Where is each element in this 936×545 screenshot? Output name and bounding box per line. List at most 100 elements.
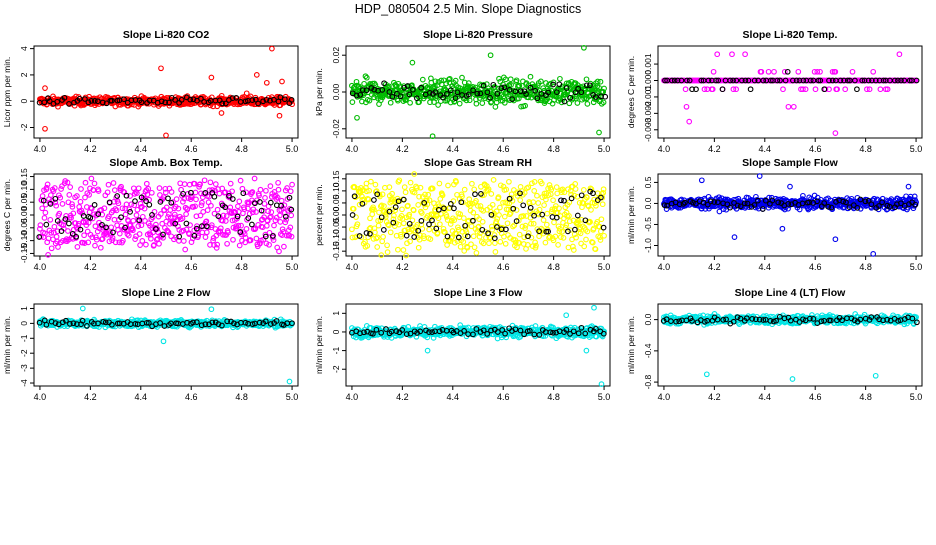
colored-point xyxy=(582,188,587,193)
colored-point xyxy=(766,70,771,75)
colored-point xyxy=(40,206,45,211)
outlier-point xyxy=(164,133,169,138)
colored-point xyxy=(224,214,229,219)
outlier-point xyxy=(730,52,735,57)
colored-point xyxy=(79,187,84,192)
x-tick-label: 4.8 xyxy=(859,262,872,272)
colored-point xyxy=(106,182,111,187)
colored-point xyxy=(528,74,533,79)
outlier-point xyxy=(355,116,360,121)
y-axis-label: degrees C per min. xyxy=(2,179,12,251)
colored-point xyxy=(236,204,241,209)
plot-frame xyxy=(34,46,298,138)
y-tick-label: -2 xyxy=(19,123,29,131)
colored-point xyxy=(503,214,508,219)
colored-point xyxy=(225,242,230,247)
colored-point xyxy=(600,202,605,207)
colored-point xyxy=(252,176,257,181)
x-tick-label: 4.4 xyxy=(135,392,148,402)
colored-point xyxy=(552,220,557,225)
x-tick-label: 4.8 xyxy=(859,144,872,154)
colored-point xyxy=(878,87,883,92)
colored-point xyxy=(457,101,462,106)
colored-point xyxy=(140,239,145,244)
colored-point xyxy=(49,246,54,251)
colored-point xyxy=(78,200,83,205)
x-tick-label: 4.0 xyxy=(346,262,359,272)
colored-point xyxy=(598,238,603,243)
outlier-point xyxy=(43,127,48,132)
y-tick-label: 0.15 xyxy=(331,170,341,187)
x-tick-label: 4.2 xyxy=(708,262,721,272)
colored-point xyxy=(493,241,498,246)
colored-point xyxy=(136,186,141,191)
y-axis-label: kPa per min. xyxy=(314,68,324,116)
outlier-point xyxy=(277,113,282,118)
outlier-point xyxy=(219,111,224,116)
panel-title: Slope Line 2 Flow xyxy=(122,287,212,299)
colored-point xyxy=(536,201,541,206)
outlier-point xyxy=(425,348,430,353)
x-tick-label: 4.4 xyxy=(447,392,460,402)
black-point xyxy=(44,222,49,227)
colored-point xyxy=(244,227,249,232)
black-point xyxy=(550,215,555,220)
colored-point xyxy=(52,225,57,230)
outlier-point xyxy=(270,46,275,51)
colored-point xyxy=(277,249,282,254)
colored-point xyxy=(897,52,902,57)
colored-point xyxy=(174,197,179,202)
colored-point xyxy=(507,180,512,185)
colored-point xyxy=(470,181,475,186)
colored-point xyxy=(426,192,431,197)
colored-point xyxy=(145,181,150,186)
colored-point xyxy=(786,105,791,110)
panel-title: Slope Li-820 CO2 xyxy=(123,29,210,41)
outlier-point xyxy=(592,305,597,310)
black-point xyxy=(147,203,152,208)
outlier-point xyxy=(906,184,911,189)
colored-point xyxy=(462,216,467,221)
colored-point xyxy=(112,217,117,222)
colored-point xyxy=(169,190,174,195)
x-tick-label: 4.2 xyxy=(708,144,721,154)
outlier-point xyxy=(159,66,164,71)
x-tick-label: 4.4 xyxy=(447,144,460,154)
colored-point xyxy=(254,236,259,241)
colored-point xyxy=(237,243,242,248)
colored-point xyxy=(124,202,129,207)
colored-point xyxy=(388,100,393,105)
y-tick-label: -3 xyxy=(19,364,29,372)
data-points xyxy=(350,305,607,386)
colored-point xyxy=(370,212,375,217)
colored-point xyxy=(217,191,222,196)
colored-point xyxy=(505,221,510,226)
outlier-point xyxy=(81,306,86,311)
colored-point xyxy=(599,217,604,222)
panel-title: Slope Li-820 Pressure xyxy=(423,29,533,41)
colored-point xyxy=(408,180,413,185)
black-point xyxy=(67,221,72,226)
colored-point xyxy=(508,77,513,82)
panel-title: Slope Gas Stream RH xyxy=(424,157,532,169)
data-points xyxy=(662,52,919,136)
colored-point xyxy=(489,192,494,197)
colored-point xyxy=(131,219,136,224)
black-point xyxy=(269,200,274,205)
colored-point xyxy=(554,185,559,190)
colored-point xyxy=(377,210,382,215)
colored-point xyxy=(498,205,503,210)
colored-point xyxy=(136,224,141,229)
colored-point xyxy=(589,208,594,213)
colored-point xyxy=(92,181,97,186)
x-tick-label: 4.8 xyxy=(547,262,560,272)
data-points xyxy=(350,172,607,258)
black-point xyxy=(382,228,387,233)
x-tick-label: 5.0 xyxy=(598,262,611,272)
outlier-point xyxy=(244,91,249,96)
colored-point xyxy=(383,185,388,190)
colored-point xyxy=(231,238,236,243)
colored-point xyxy=(194,197,199,202)
x-tick-label: 5.0 xyxy=(286,392,299,402)
